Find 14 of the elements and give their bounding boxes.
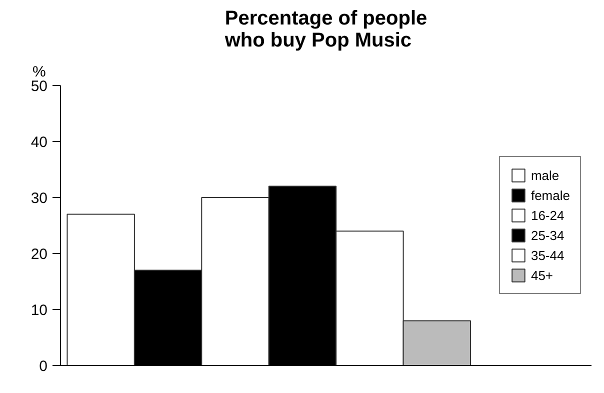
y-tick-label: 20: [30, 246, 48, 263]
y-tick-label: 50: [30, 78, 48, 95]
y-tick-label: 30: [30, 190, 48, 207]
y-tick-label: 40: [30, 134, 48, 151]
legend-label: 45+: [530, 268, 554, 282]
y-tick-label: 10: [30, 302, 48, 319]
legend-label: 35-44: [530, 248, 564, 262]
chart-title: Percentage of people who buy Pop Music: [224, 8, 428, 52]
legend-label: 25-34: [530, 228, 564, 242]
legend-label: male: [530, 168, 560, 182]
y-tick-label: 0: [39, 358, 48, 375]
y-axis-title: %: [32, 64, 46, 80]
legend-label: 16-24: [530, 208, 564, 222]
legend-label: female: [530, 188, 570, 202]
